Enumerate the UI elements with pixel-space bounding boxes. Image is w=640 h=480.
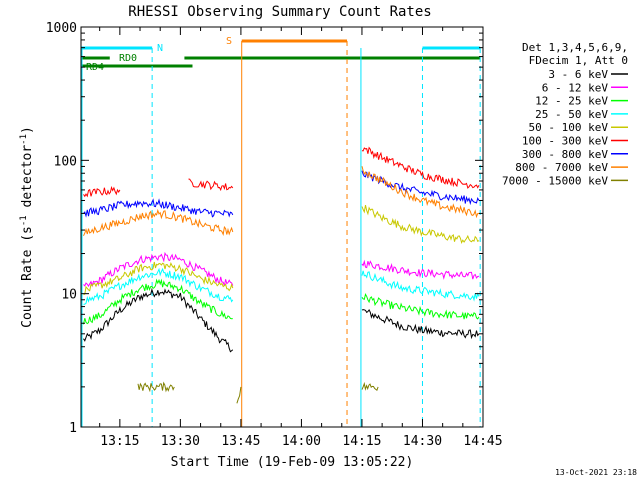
y-axis-label: Count Rate (s-1 detector-1)	[19, 126, 35, 328]
legend-label: 6 - 12 keV	[542, 81, 609, 94]
series-line	[361, 381, 379, 391]
series-line	[361, 308, 480, 340]
series-line	[83, 251, 234, 288]
series-line	[83, 261, 234, 296]
x-tick-label: 13:45	[221, 434, 260, 449]
legend-header: Det 1,3,4,5,6,9,	[522, 41, 628, 54]
series-line	[83, 267, 234, 305]
legend-header: FDecim 1, Att 0	[529, 54, 628, 67]
timestamp: 13-Oct-2021 23:18	[555, 468, 637, 477]
x-tick-label: 14:00	[282, 434, 321, 449]
series-line	[361, 270, 480, 302]
y-tick-label: 1000	[46, 21, 77, 36]
y-tick-label: 1	[69, 421, 77, 436]
legend-label: 300 - 800 keV	[522, 148, 608, 161]
series-line	[83, 185, 121, 198]
legend-label: 100 - 300 keV	[522, 135, 608, 148]
rd0-label: RD0	[119, 53, 137, 64]
y-tick-label: 10	[61, 288, 77, 303]
legend-label: 12 - 25 keV	[535, 95, 608, 108]
legend-label: 50 - 100 keV	[529, 121, 609, 134]
series-line	[361, 166, 480, 219]
series-line	[361, 170, 480, 206]
x-axis-label: Start Time (19-Feb-09 13:05:22)	[171, 455, 414, 470]
series-line	[137, 381, 175, 393]
series-line	[361, 292, 480, 320]
legend-label: 3 - 6 keV	[548, 68, 608, 81]
rd4-label: RD4	[86, 62, 104, 73]
series-group	[83, 146, 480, 404]
series-line	[83, 208, 234, 237]
chart-title: RHESSI Observing Summary Count Rates	[128, 4, 431, 20]
series-line	[361, 146, 480, 189]
x-tick-label: 14:15	[342, 434, 381, 449]
x-tick-label: 13:15	[100, 434, 139, 449]
series-line	[361, 204, 480, 244]
legend-label: 7000 - 15000 keV	[502, 174, 608, 187]
x-tick-label: 14:30	[403, 434, 442, 449]
legend-label: 25 - 50 keV	[535, 108, 608, 121]
y-tick-label: 100	[54, 154, 77, 169]
night-label: N	[157, 43, 163, 54]
series-line	[236, 386, 242, 404]
plot-frame	[80, 26, 484, 428]
series-line	[83, 278, 233, 325]
series-line	[83, 287, 234, 353]
legend-label: 800 - 7000 keV	[515, 161, 608, 174]
x-tick-label: 14:45	[463, 434, 502, 449]
legend: Det 1,3,4,5,6,9,FDecim 1, Att 03 - 6 keV…	[502, 41, 628, 187]
x-axis: 13:15 13:30 13:45 14:00 14:15 14:30 14:45	[99, 27, 503, 449]
series-line	[83, 198, 234, 218]
series-line	[188, 178, 234, 192]
y-axis: 1 10 100 1000	[46, 21, 483, 436]
series-line	[361, 259, 480, 280]
saa-label: S	[226, 36, 232, 47]
x-tick-label: 13:30	[161, 434, 200, 449]
